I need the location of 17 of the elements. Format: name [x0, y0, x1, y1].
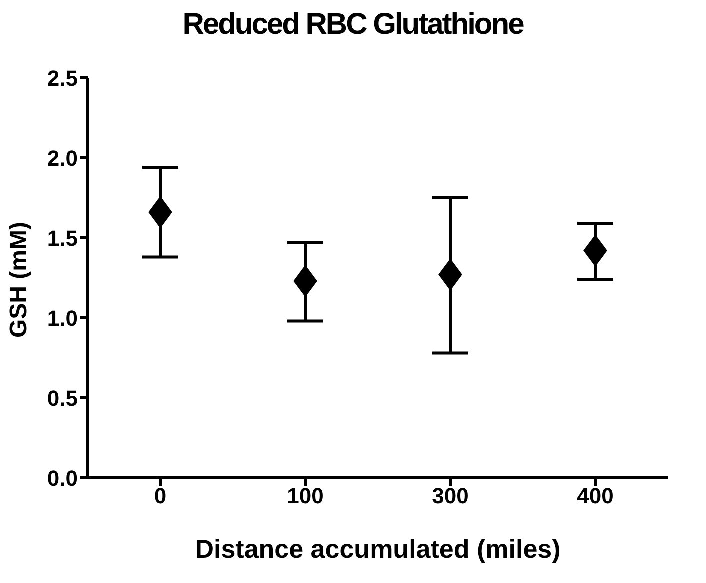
y-tick-label: 1.0 [47, 306, 78, 331]
point [584, 234, 608, 267]
point [148, 196, 172, 228]
y-tick-label: 1.5 [47, 226, 78, 251]
y-tick-label: 0.5 [47, 386, 78, 411]
y-axis-title: GSH (mM) [6, 222, 33, 338]
x-tick-label: 100 [287, 484, 324, 509]
point [438, 258, 462, 291]
chart-title: Reduced RBC Glutathione [182, 8, 525, 43]
x-axis-title: Distance accumulated (miles) [195, 534, 561, 564]
y-tick-label: 2.5 [47, 66, 78, 91]
y-tick-label: 0.0 [47, 466, 78, 491]
point [294, 265, 318, 298]
x-tick-label: 400 [577, 484, 614, 509]
x-tick-label: 0 [154, 484, 167, 509]
x-tick-label: 300 [432, 484, 469, 509]
y-tick-label: 2.0 [47, 146, 78, 171]
